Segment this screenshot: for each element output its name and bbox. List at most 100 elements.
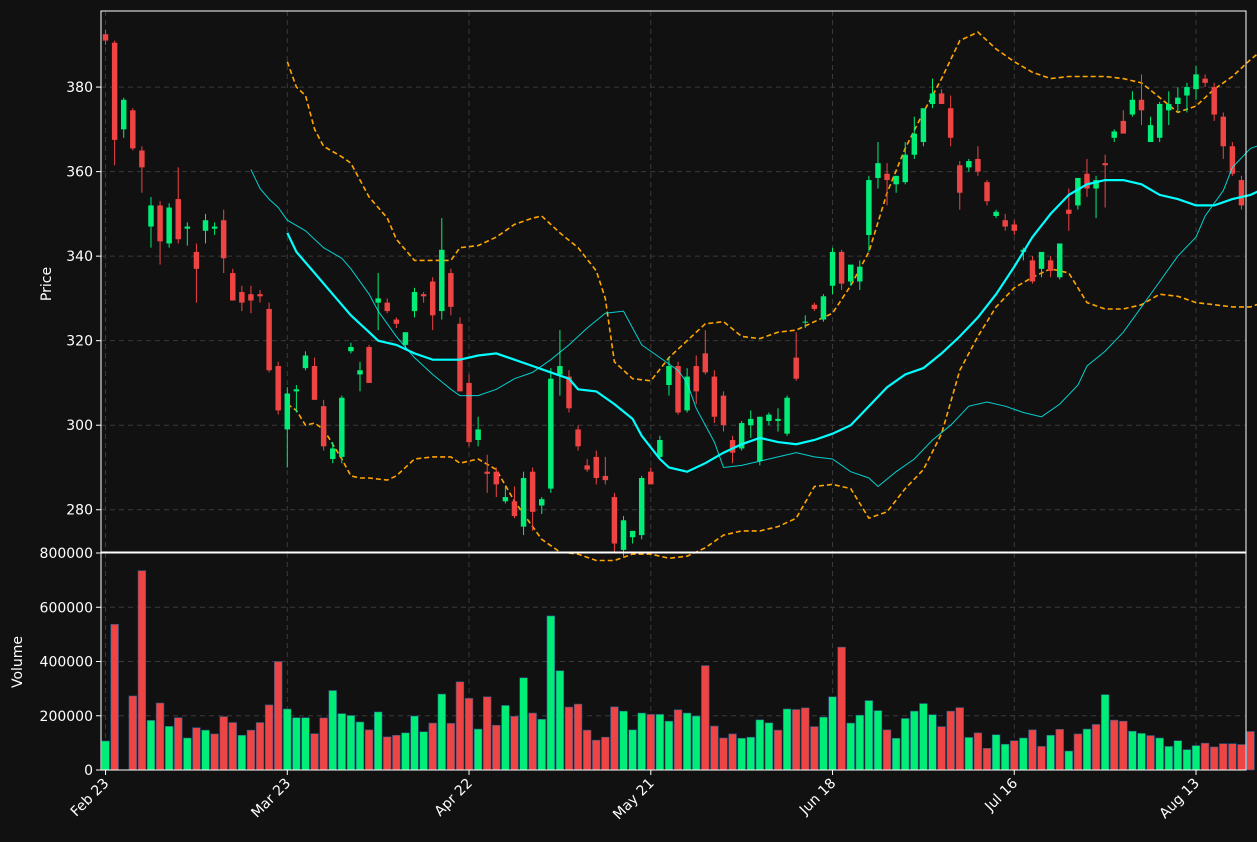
candle	[593, 450, 599, 485]
volume-bar	[846, 722, 855, 771]
candle	[466, 374, 472, 447]
candle-body	[1184, 87, 1190, 96]
volume-bar	[682, 712, 692, 771]
volume-bar	[328, 690, 337, 771]
candle	[384, 298, 390, 314]
candle	[847, 264, 854, 286]
candle-body	[884, 173, 890, 181]
volume-bar	[1164, 746, 1173, 771]
candle	[420, 292, 427, 303]
volume-bar	[928, 714, 937, 771]
candle	[1193, 65, 1199, 100]
candle-body	[657, 439, 663, 457]
candle-body	[1011, 224, 1017, 231]
candle-body	[729, 439, 736, 453]
volume-bar	[555, 670, 565, 771]
candle	[348, 342, 354, 354]
candle-body	[257, 294, 263, 297]
candle-body	[793, 357, 799, 379]
candle-body	[302, 355, 309, 369]
volume-bar	[610, 706, 619, 771]
candle-body	[975, 158, 981, 172]
candle-body	[748, 418, 754, 426]
candle	[802, 315, 808, 328]
candle	[1166, 91, 1172, 126]
volume-bar	[374, 711, 383, 771]
volume-bar	[1228, 743, 1237, 771]
candle	[638, 475, 645, 540]
volume-bar	[664, 720, 674, 771]
candle	[838, 249, 845, 290]
candle-body	[1202, 78, 1208, 83]
volume-bar	[1064, 750, 1073, 771]
candle	[557, 330, 563, 396]
volume-bar	[301, 717, 310, 771]
candle-body	[593, 456, 599, 479]
volume-bar	[1091, 724, 1101, 771]
candle	[929, 78, 936, 109]
volume-bar	[1037, 746, 1046, 771]
candle	[1156, 101, 1163, 143]
sma-short-line	[250, 145, 1257, 488]
candle	[266, 302, 272, 373]
candle	[975, 146, 981, 176]
volume-bar	[628, 729, 637, 771]
candle-body	[1102, 163, 1108, 166]
volume-bar	[383, 736, 392, 771]
candle	[884, 163, 890, 206]
candle	[1056, 243, 1063, 280]
volume-bar	[637, 712, 646, 771]
candle-body	[1075, 177, 1081, 206]
date-tick-label: May 21	[610, 776, 658, 824]
candle	[193, 243, 200, 303]
candle	[184, 222, 191, 246]
candle-body	[157, 205, 163, 242]
volume-bar	[1137, 733, 1146, 771]
volume-bar	[483, 696, 492, 771]
candle-body	[439, 249, 445, 312]
candle-body	[938, 93, 945, 104]
volume-bar	[655, 714, 665, 771]
candle-body	[220, 220, 227, 259]
candle	[984, 180, 990, 206]
volume-bar	[319, 717, 328, 771]
candle	[529, 467, 536, 531]
candle-body	[239, 292, 245, 303]
candle	[502, 486, 509, 504]
volume-bar	[755, 719, 764, 771]
volume-bar	[810, 726, 819, 771]
candle	[1129, 91, 1136, 117]
candle	[320, 399, 327, 451]
candle-body	[475, 429, 481, 440]
date-tick-label: Jul 16	[981, 775, 1021, 815]
candle	[484, 454, 490, 493]
volume-bar	[1219, 743, 1228, 771]
price-tick-label: 280	[66, 503, 93, 519]
volume-bar	[537, 718, 546, 771]
volume-bar	[137, 570, 147, 771]
candle-body	[511, 501, 518, 517]
candle-body	[502, 497, 509, 502]
volume-bar	[991, 734, 1001, 771]
candle-body	[1056, 243, 1063, 278]
candle-body	[1047, 260, 1054, 271]
candle	[684, 368, 690, 413]
candle	[711, 370, 718, 424]
volume-bar	[855, 714, 864, 771]
volume-bar	[1210, 746, 1219, 771]
volume-tick-label: 200000	[40, 709, 93, 725]
candle	[257, 289, 263, 303]
volume-bar	[519, 677, 528, 771]
volume-bar	[219, 716, 228, 771]
candle	[866, 175, 872, 252]
candle	[375, 273, 381, 331]
candle	[775, 408, 781, 432]
volume-grid	[101, 553, 1246, 770]
volume-bar	[1128, 730, 1137, 771]
candle	[566, 370, 572, 413]
candle	[657, 435, 663, 460]
candle	[702, 330, 709, 375]
candle-body	[348, 347, 354, 352]
